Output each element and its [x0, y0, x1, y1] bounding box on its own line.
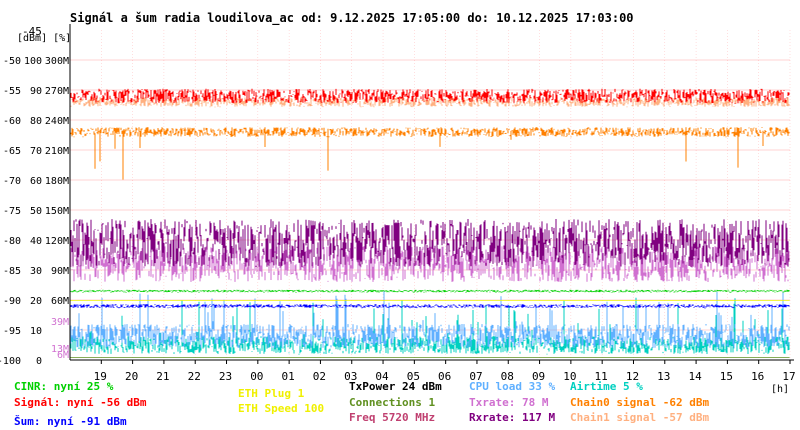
x-tick-label: 10: [563, 370, 576, 383]
legend-chain0: Chain0 signal -62 dBm: [570, 396, 710, 409]
legend-txrate: Txrate: 78 M: [469, 396, 549, 409]
series-path: [70, 219, 790, 267]
y-tick-rate: 300M: [45, 56, 69, 67]
x-axis-unit: [h]: [771, 384, 789, 395]
series-chain1-signal: [70, 97, 790, 108]
y-tick-rate: 210M: [45, 146, 69, 157]
y-tick-rate: 270M: [45, 86, 69, 97]
series-path: [70, 304, 790, 309]
x-tick-labels: 19 20 21 22 23 00 01 02 03 04 05 06 07 08 09 10 11 12 13 14…: [94, 370, 796, 383]
series-path: [70, 300, 790, 301]
x-tick-label: 17: [782, 370, 795, 383]
x-tick-label: 09: [532, 370, 545, 383]
y-tick-pct: 0: [36, 356, 42, 367]
x-tick-label: 08: [501, 370, 514, 383]
y-tick-labels: -50 100 300M-55 90 270M-60 80 240M-65 70 210M-70…: [0, 56, 69, 367]
y-tick-pct: 10: [30, 326, 42, 337]
legend-connections: Connections 1: [349, 396, 436, 409]
y-tick-rate: 180M: [45, 176, 69, 187]
x-tick-label: 23: [219, 370, 232, 383]
legend-eth-plug: ETH Plug 1: [238, 387, 305, 400]
series-sign-l: [70, 88, 790, 104]
legend-freq: Freq 5720 MHz: [349, 411, 436, 424]
y-tick-rate: 60M: [51, 296, 69, 307]
series-path: [70, 127, 790, 180]
y-tick-rate: 150M: [45, 206, 69, 217]
y-tick-pct: 100: [24, 56, 42, 67]
legend-signal: Signál: nyní -56 dBm: [14, 396, 147, 409]
series-path: [70, 289, 790, 293]
x-tick-label: 03: [344, 370, 357, 383]
x-tick-label: 11: [595, 370, 608, 383]
y-tick-dbm: -90: [3, 296, 21, 307]
y-tick-dbm: -50: [3, 56, 21, 67]
x-tick-label: 22: [188, 370, 201, 383]
x-tick-label: 19: [94, 370, 107, 383]
y-tick-dbm: -70: [3, 176, 21, 187]
x-tick-label: 16: [751, 370, 764, 383]
y-tick-dbm: -55: [3, 86, 21, 97]
series-eth-speed: [70, 300, 790, 301]
x-tick-label: 06: [438, 370, 451, 383]
x-tick-label: 12: [626, 370, 639, 383]
legend-txpower: TxPower 24 dBm: [349, 380, 442, 393]
x-tick-label: 13: [657, 370, 670, 383]
y-tick-pct: 70: [30, 146, 42, 157]
legend-airtime: Airtime 5 %: [570, 380, 643, 393]
y-tick-rate-extra: 6M: [57, 350, 69, 361]
y-tick-dbm: -100: [0, 356, 21, 367]
y-tick-pct: 30: [30, 266, 42, 277]
y-tick-pct: 50: [30, 206, 42, 217]
y-tick-rate: 120M: [45, 236, 69, 247]
x-tick-label: 21: [156, 370, 169, 383]
series-rxrate: [70, 219, 790, 267]
y-tick-dbm: -80: [3, 236, 21, 247]
series-connections: [70, 357, 790, 358]
axes: [69, 24, 794, 364]
x-tick-label: 14: [688, 370, 702, 383]
x-tick-label: 01: [282, 370, 295, 383]
y-tick-dbm: -60: [3, 116, 21, 127]
x-tick-label: 04: [375, 370, 389, 383]
y-tick-pct: 80: [30, 116, 42, 127]
series-layer: [70, 88, 790, 358]
y-top-label: -45: [22, 25, 42, 38]
x-tick-label: 15: [720, 370, 733, 383]
x-tick-label: 02: [313, 370, 326, 383]
y-tick-dbm: -85: [3, 266, 21, 277]
y-tick-pct: 20: [30, 296, 42, 307]
x-tick-label: 07: [469, 370, 482, 383]
series--um: [70, 304, 790, 309]
y-tick-dbm: -65: [3, 146, 21, 157]
legend-eth-speed: ETH Speed 100: [238, 402, 325, 415]
series-path: [70, 97, 790, 108]
y-axis-units: [dBm] [%]: [17, 33, 71, 44]
x-tick-label: 20: [125, 370, 138, 383]
series-cinr: [70, 289, 790, 293]
legend-cinr: CINR: nyní 25 %: [14, 380, 114, 393]
series-path: [70, 88, 790, 104]
legend-rxrate: Rxrate: 117 M: [469, 411, 556, 424]
chart-title: Signál a šum radia loudilova_ac od: 9.12…: [70, 11, 634, 26]
y-tick-pct: 90: [30, 86, 42, 97]
legend-cpu-load: CPU load 33 %: [469, 380, 556, 393]
y-tick-pct: 40: [30, 236, 42, 247]
series-cpu-load: [70, 291, 790, 348]
y-tick-rate-extra: 39M: [51, 317, 69, 328]
y-tick-rate-extra: 13M: [51, 344, 69, 355]
series-path: [70, 357, 790, 358]
legend-chain1: Chain1 signal -57 dBm: [570, 411, 710, 424]
y-tick-dbm: -75: [3, 206, 21, 217]
y-tick-pct: 60: [30, 176, 42, 187]
series-path: [70, 291, 790, 348]
x-tick-label: 05: [407, 370, 420, 383]
y-tick-rate: 90M: [51, 266, 69, 277]
series-chain0-signal: [70, 127, 790, 180]
x-tick-label: 00: [250, 370, 263, 383]
y-tick-rate: 240M: [45, 116, 69, 127]
y-tick-dbm: -95: [3, 326, 21, 337]
legend-noise: Šum: nyní -91 dBm: [14, 415, 127, 428]
